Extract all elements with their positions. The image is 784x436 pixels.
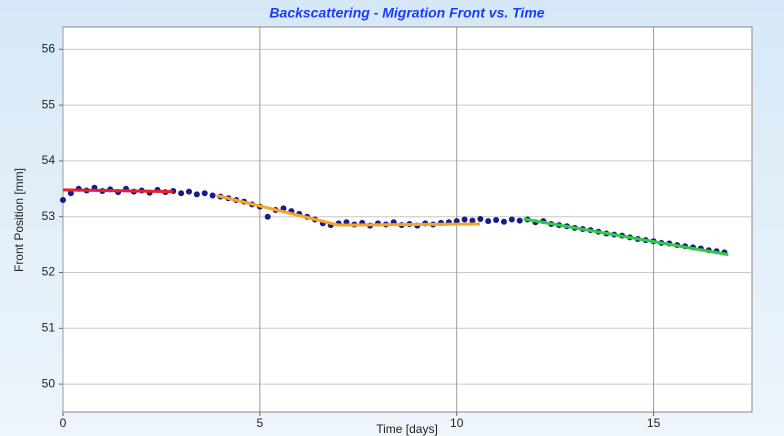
chart-title: Backscattering - Migration Front vs. Tim…: [269, 5, 544, 21]
y-tick-label: 53: [42, 209, 56, 223]
data-point: [477, 215, 484, 222]
x-tick-label: 10: [450, 416, 464, 430]
data-point: [493, 217, 500, 224]
data-point: [185, 188, 192, 195]
y-tick-label: 56: [42, 41, 56, 55]
data-point: [193, 191, 200, 198]
data-point: [264, 213, 271, 220]
data-point: [209, 192, 216, 199]
y-tick-label: 52: [42, 265, 56, 279]
data-point: [516, 217, 523, 224]
x-tick-label: 0: [60, 416, 67, 430]
fit-line: [62, 188, 174, 194]
data-point: [500, 218, 507, 225]
data-point: [485, 218, 492, 225]
x-tick-label: 15: [647, 416, 661, 430]
y-tick-label: 54: [42, 153, 56, 167]
fit-line: [216, 194, 481, 227]
data-point: [60, 196, 66, 203]
y-tick-label: 51: [42, 320, 56, 334]
x-tick-label: 5: [257, 416, 264, 430]
data-point: [178, 190, 185, 197]
data-point: [508, 216, 515, 223]
data-point: [461, 216, 468, 223]
fit-line: [523, 217, 729, 257]
plot-area: [62, 26, 753, 413]
y-tick-label: 50: [42, 376, 56, 390]
data-point: [67, 190, 74, 197]
data-point: [469, 217, 476, 224]
y-axis-label: Front Position [mm]: [12, 168, 26, 272]
x-axis-label: Time [days]: [376, 422, 438, 436]
data-point: [201, 190, 208, 197]
y-tick-label: 55: [42, 97, 56, 111]
